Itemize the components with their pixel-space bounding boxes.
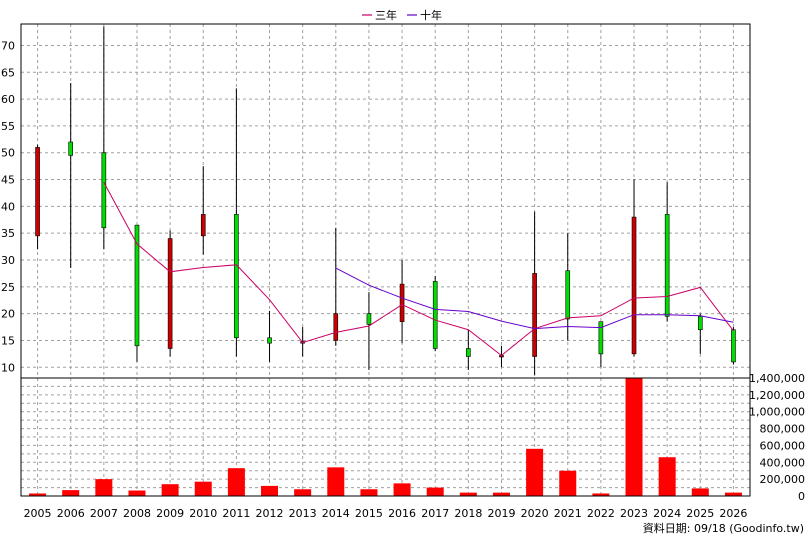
volume-bar bbox=[62, 490, 80, 496]
candle-body bbox=[101, 152, 107, 229]
series-line bbox=[335, 267, 734, 330]
axes: 101520253035404550556065700200,000400,00… bbox=[1, 23, 806, 520]
price-tick-label: 65 bbox=[1, 66, 15, 79]
candle-body bbox=[598, 321, 604, 355]
candles bbox=[35, 26, 736, 376]
candle-body bbox=[200, 214, 206, 237]
volume-tick-label: 1,200,000 bbox=[749, 389, 805, 402]
price-tick-label: 55 bbox=[1, 120, 15, 133]
x-tick-label: 2009 bbox=[156, 507, 184, 520]
x-tick-label: 2006 bbox=[57, 507, 85, 520]
candle-body bbox=[333, 313, 339, 341]
x-tick-label: 2019 bbox=[487, 507, 515, 520]
price-tick-label: 20 bbox=[1, 308, 15, 321]
legend-label: 三年 bbox=[375, 8, 397, 22]
volume-bar bbox=[658, 457, 676, 496]
x-tick-label: 2008 bbox=[123, 507, 151, 520]
volume-bar bbox=[625, 378, 643, 496]
candle-body bbox=[134, 224, 140, 347]
x-tick-label: 2025 bbox=[686, 507, 714, 520]
volume-bar bbox=[724, 492, 742, 496]
volume-tick-label: 800,000 bbox=[760, 423, 806, 436]
x-tick-label: 2017 bbox=[421, 507, 449, 520]
volume-tick-label: 1,000,000 bbox=[749, 406, 805, 419]
average-lines bbox=[103, 181, 734, 357]
legend-label: 十年 bbox=[420, 8, 442, 22]
volume-bar bbox=[592, 493, 610, 496]
price-tick-label: 25 bbox=[1, 281, 15, 294]
x-tick-label: 2020 bbox=[521, 507, 549, 520]
candle-body bbox=[697, 316, 703, 331]
volume-bar bbox=[227, 468, 245, 496]
volume-tick-label: 400,000 bbox=[760, 456, 806, 469]
volume-bar bbox=[294, 489, 312, 496]
x-tick-label: 2011 bbox=[222, 507, 250, 520]
x-tick-label: 2015 bbox=[355, 507, 383, 520]
price-panel-frame bbox=[20, 23, 751, 379]
volume-bar bbox=[29, 493, 47, 496]
x-tick-label: 2026 bbox=[719, 507, 747, 520]
volume-bar bbox=[128, 490, 146, 496]
candle-body bbox=[664, 214, 670, 317]
candle-body bbox=[267, 337, 272, 344]
volume-tick-label: 600,000 bbox=[760, 439, 806, 452]
x-tick-label: 2021 bbox=[554, 507, 582, 520]
x-tick-label: 2012 bbox=[256, 507, 284, 520]
volume-bar bbox=[95, 479, 113, 496]
candle-body bbox=[466, 348, 471, 357]
volume-bar bbox=[426, 487, 444, 496]
price-tick-label: 40 bbox=[1, 200, 15, 213]
price-tick-label: 60 bbox=[1, 93, 15, 106]
volume-bar bbox=[261, 485, 279, 496]
price-tick-label: 50 bbox=[1, 147, 15, 160]
price-tick-label: 15 bbox=[1, 334, 15, 347]
volume-bar bbox=[194, 481, 212, 496]
x-tick-label: 2018 bbox=[454, 507, 482, 520]
volume-tick-label: 1,400,000 bbox=[749, 372, 805, 385]
candle-body bbox=[731, 329, 736, 363]
x-tick-label: 2007 bbox=[90, 507, 118, 520]
price-tick-label: 10 bbox=[1, 361, 15, 374]
x-tick-label: 2016 bbox=[388, 507, 416, 520]
data-date-footer: 資料日期: 09/18 (Goodinfo.tw) bbox=[643, 521, 804, 535]
x-tick-label: 2022 bbox=[587, 507, 615, 520]
series-line bbox=[103, 181, 734, 357]
volume-bar bbox=[492, 492, 510, 496]
price-tick-label: 45 bbox=[1, 174, 15, 187]
volume-bar bbox=[459, 492, 477, 496]
volume-bars bbox=[29, 378, 742, 496]
price-tick-label: 35 bbox=[1, 227, 15, 240]
candle-body bbox=[399, 283, 405, 322]
volume-tick-label: 200,000 bbox=[760, 473, 806, 486]
volume-bar bbox=[526, 448, 544, 496]
candle-body bbox=[631, 216, 637, 355]
volume-bar bbox=[360, 489, 378, 496]
x-tick-label: 2005 bbox=[24, 507, 52, 520]
x-tick-label: 2010 bbox=[189, 507, 217, 520]
volume-tick-label: 0 bbox=[798, 490, 805, 503]
candle-body bbox=[366, 313, 372, 325]
x-tick-label: 2024 bbox=[653, 507, 681, 520]
volume-bar bbox=[691, 488, 709, 496]
legend: 三年 十年 bbox=[362, 8, 442, 22]
volume-bar bbox=[327, 467, 345, 496]
candle-body bbox=[432, 281, 438, 349]
candle-body bbox=[532, 273, 537, 357]
price-tick-label: 30 bbox=[1, 254, 15, 267]
volume-bar bbox=[559, 470, 577, 496]
candle-body bbox=[565, 270, 571, 320]
x-tick-label: 2014 bbox=[322, 507, 350, 520]
volume-bar bbox=[161, 484, 179, 496]
candle-body bbox=[167, 238, 173, 349]
x-tick-label: 2013 bbox=[289, 507, 317, 520]
price-tick-label: 70 bbox=[1, 39, 15, 52]
x-tick-label: 2023 bbox=[620, 507, 648, 520]
volume-bar bbox=[393, 483, 411, 496]
volume-panel-frame bbox=[20, 377, 751, 497]
candle-body bbox=[234, 214, 239, 339]
candle-body bbox=[35, 147, 40, 237]
candle-body bbox=[68, 141, 74, 156]
